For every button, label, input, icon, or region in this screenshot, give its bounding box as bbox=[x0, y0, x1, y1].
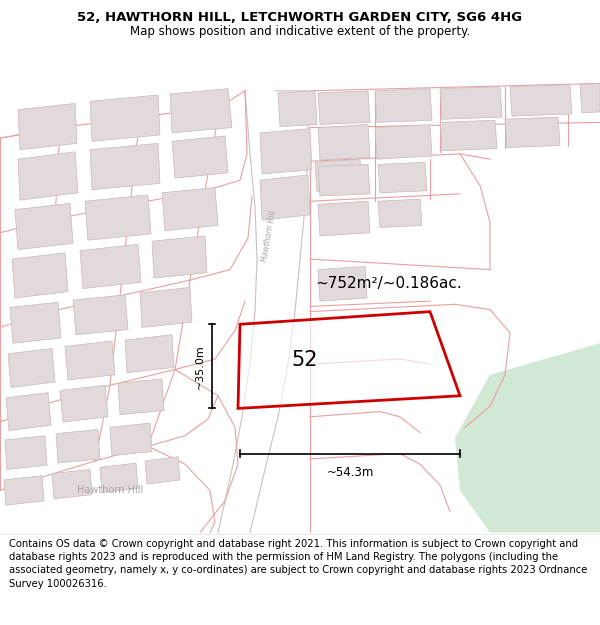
Polygon shape bbox=[172, 136, 228, 178]
Polygon shape bbox=[140, 288, 192, 328]
Polygon shape bbox=[318, 164, 370, 196]
Polygon shape bbox=[18, 103, 77, 150]
Polygon shape bbox=[278, 91, 317, 127]
Polygon shape bbox=[4, 476, 44, 505]
Polygon shape bbox=[318, 201, 370, 236]
Polygon shape bbox=[162, 188, 218, 231]
Polygon shape bbox=[510, 84, 572, 116]
Polygon shape bbox=[455, 343, 600, 532]
Text: 52, HAWTHORN HILL, LETCHWORTH GARDEN CITY, SG6 4HG: 52, HAWTHORN HILL, LETCHWORTH GARDEN CIT… bbox=[77, 11, 523, 24]
Polygon shape bbox=[90, 143, 160, 189]
Polygon shape bbox=[315, 159, 362, 192]
Polygon shape bbox=[18, 152, 78, 200]
Polygon shape bbox=[100, 463, 138, 492]
Text: Map shows position and indicative extent of the property.: Map shows position and indicative extent… bbox=[130, 25, 470, 38]
Polygon shape bbox=[12, 253, 68, 298]
Polygon shape bbox=[318, 266, 367, 301]
Polygon shape bbox=[52, 469, 92, 499]
Polygon shape bbox=[260, 175, 310, 220]
Text: ~35.0m: ~35.0m bbox=[195, 344, 205, 389]
Polygon shape bbox=[580, 84, 600, 113]
Polygon shape bbox=[85, 195, 151, 240]
Polygon shape bbox=[90, 95, 160, 141]
Polygon shape bbox=[152, 236, 207, 278]
Polygon shape bbox=[65, 341, 115, 380]
Polygon shape bbox=[375, 124, 432, 159]
Polygon shape bbox=[6, 392, 51, 431]
Polygon shape bbox=[318, 124, 370, 160]
Polygon shape bbox=[110, 423, 152, 456]
Text: ~752m²/~0.186ac.: ~752m²/~0.186ac. bbox=[315, 276, 462, 291]
Polygon shape bbox=[440, 87, 502, 119]
Polygon shape bbox=[56, 429, 100, 463]
Polygon shape bbox=[375, 89, 432, 122]
Polygon shape bbox=[440, 120, 497, 151]
Polygon shape bbox=[215, 91, 310, 532]
Polygon shape bbox=[260, 129, 312, 174]
Text: Hawthorn Hill: Hawthorn Hill bbox=[77, 486, 143, 496]
Polygon shape bbox=[73, 295, 128, 335]
Polygon shape bbox=[170, 89, 232, 133]
Polygon shape bbox=[378, 199, 422, 228]
Polygon shape bbox=[238, 312, 460, 408]
Text: Hawthorn Hill: Hawthorn Hill bbox=[260, 210, 278, 262]
Text: 52: 52 bbox=[292, 350, 318, 370]
Polygon shape bbox=[60, 385, 108, 422]
Text: Contains OS data © Crown copyright and database right 2021. This information is : Contains OS data © Crown copyright and d… bbox=[9, 539, 587, 589]
Text: ~54.3m: ~54.3m bbox=[326, 466, 374, 479]
Polygon shape bbox=[318, 91, 370, 124]
Polygon shape bbox=[505, 117, 560, 148]
Polygon shape bbox=[10, 302, 61, 343]
Polygon shape bbox=[378, 162, 427, 193]
Polygon shape bbox=[80, 244, 141, 289]
Polygon shape bbox=[5, 436, 47, 469]
Polygon shape bbox=[8, 349, 55, 388]
Polygon shape bbox=[125, 335, 174, 372]
Polygon shape bbox=[15, 203, 73, 249]
Polygon shape bbox=[145, 457, 180, 484]
Polygon shape bbox=[118, 379, 164, 415]
